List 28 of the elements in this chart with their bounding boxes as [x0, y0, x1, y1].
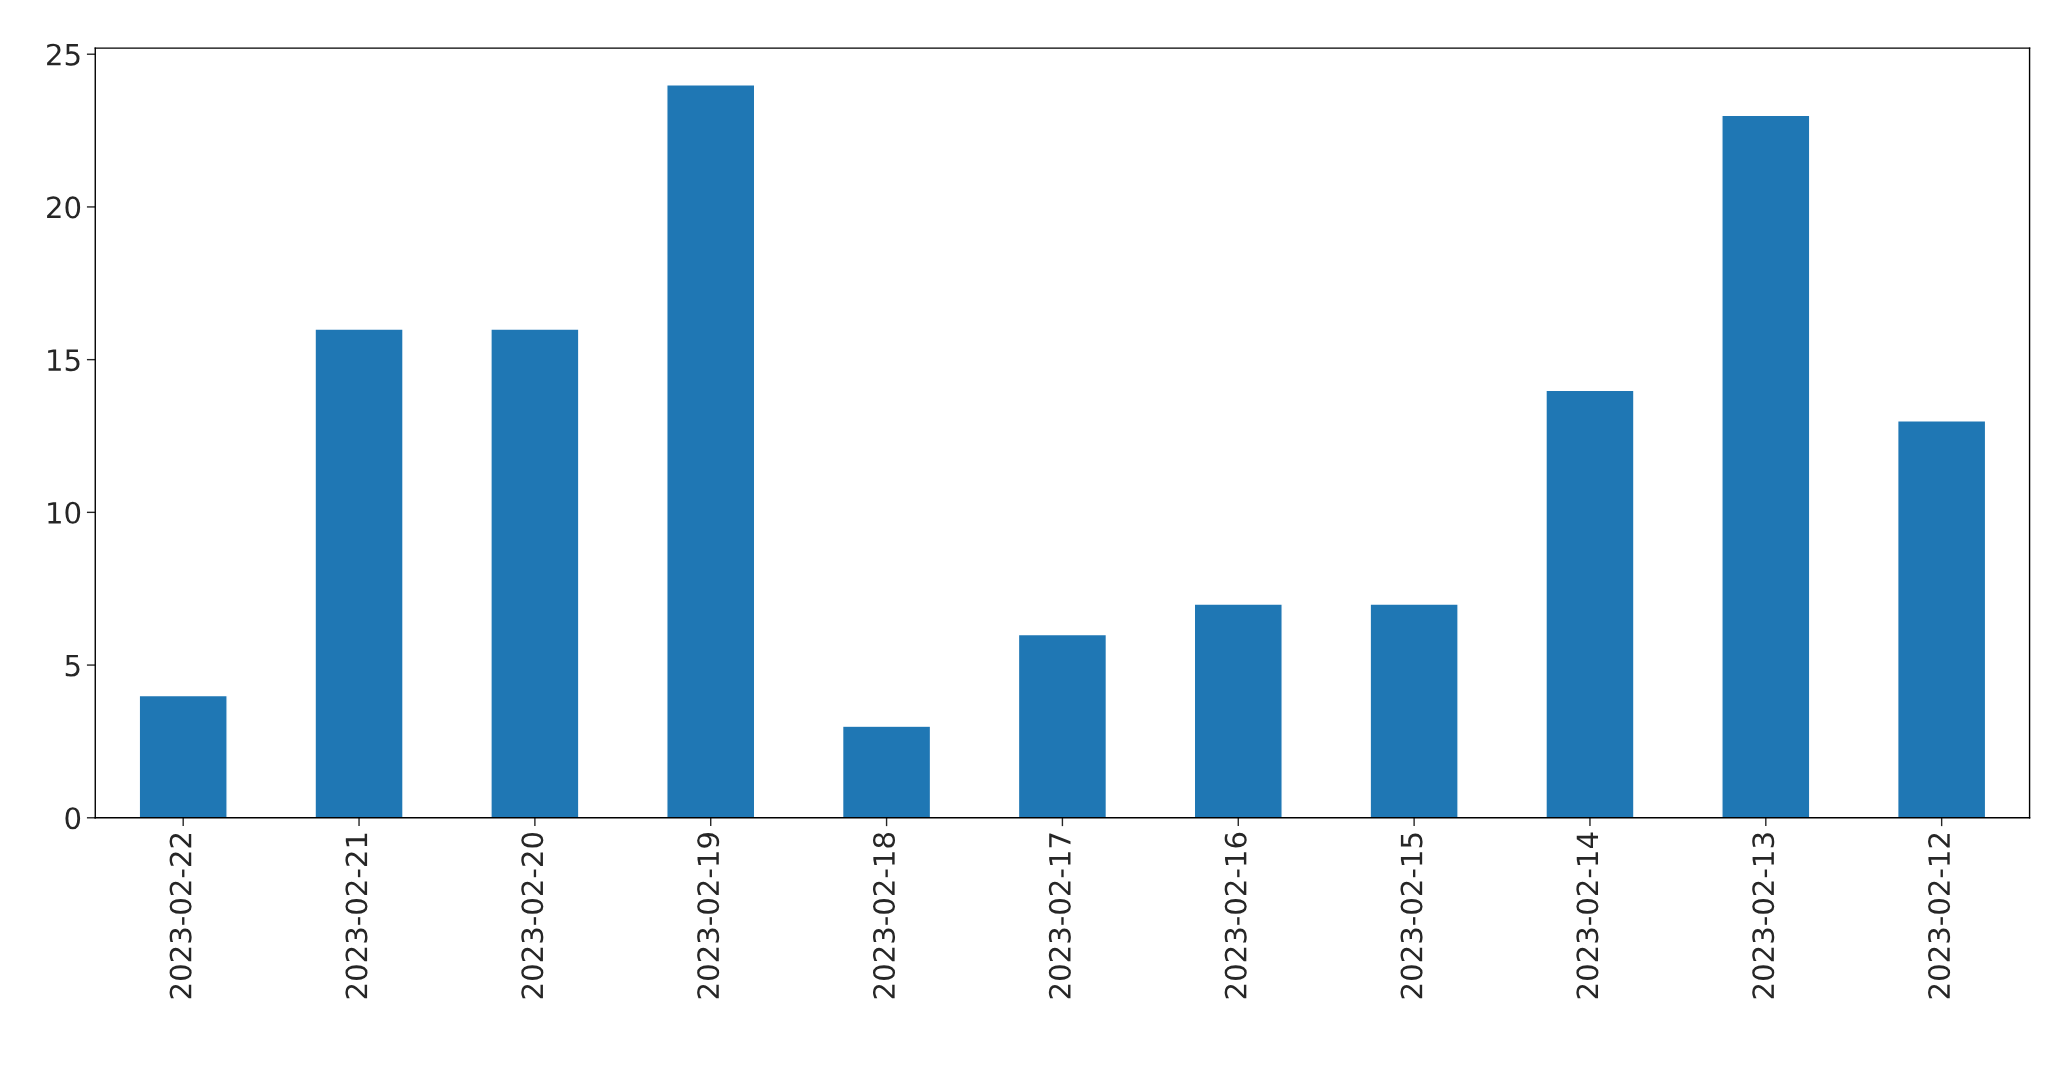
- x-tick-label: 2023-02-22: [169, 833, 192, 999]
- bar: [1896, 420, 1987, 818]
- x-tick-label: 2023-02-18: [872, 832, 896, 999]
- y-tick-label: 25: [47, 43, 80, 66]
- x-tick-label: 2023-02-17: [1048, 833, 1071, 999]
- x-tick-label: 2023-02-19: [697, 833, 720, 999]
- y-tick-label: 15: [48, 349, 80, 372]
- y-tick-label: 5: [65, 654, 80, 677]
- bar: [490, 328, 580, 818]
- bar: [1545, 389, 1635, 818]
- x-tick-label: 2023-02-12: [1928, 833, 1951, 999]
- bar: [1721, 114, 1811, 818]
- x-tick-label: 2023-02-20: [521, 832, 544, 999]
- x-tick-label: 2023-02-21: [345, 833, 368, 999]
- y-tick-label: 0: [65, 807, 81, 830]
- bar: [1017, 633, 1108, 818]
- x-tick-label: 2023-02-16: [1224, 832, 1247, 999]
- x-tick-label: 2023-02-15: [1400, 833, 1423, 999]
- x-tick-label: 2023-02-13: [1752, 833, 1775, 999]
- bar: [666, 84, 756, 818]
- bar: [841, 725, 932, 818]
- y-tick-label: 20: [47, 196, 81, 219]
- bar: [1369, 603, 1459, 818]
- x-tick-label: 2023-02-14: [1576, 832, 1599, 999]
- bar: [314, 328, 404, 818]
- bar: [1193, 603, 1283, 818]
- y-tick-label: 10: [48, 501, 81, 524]
- bar: [138, 694, 228, 818]
